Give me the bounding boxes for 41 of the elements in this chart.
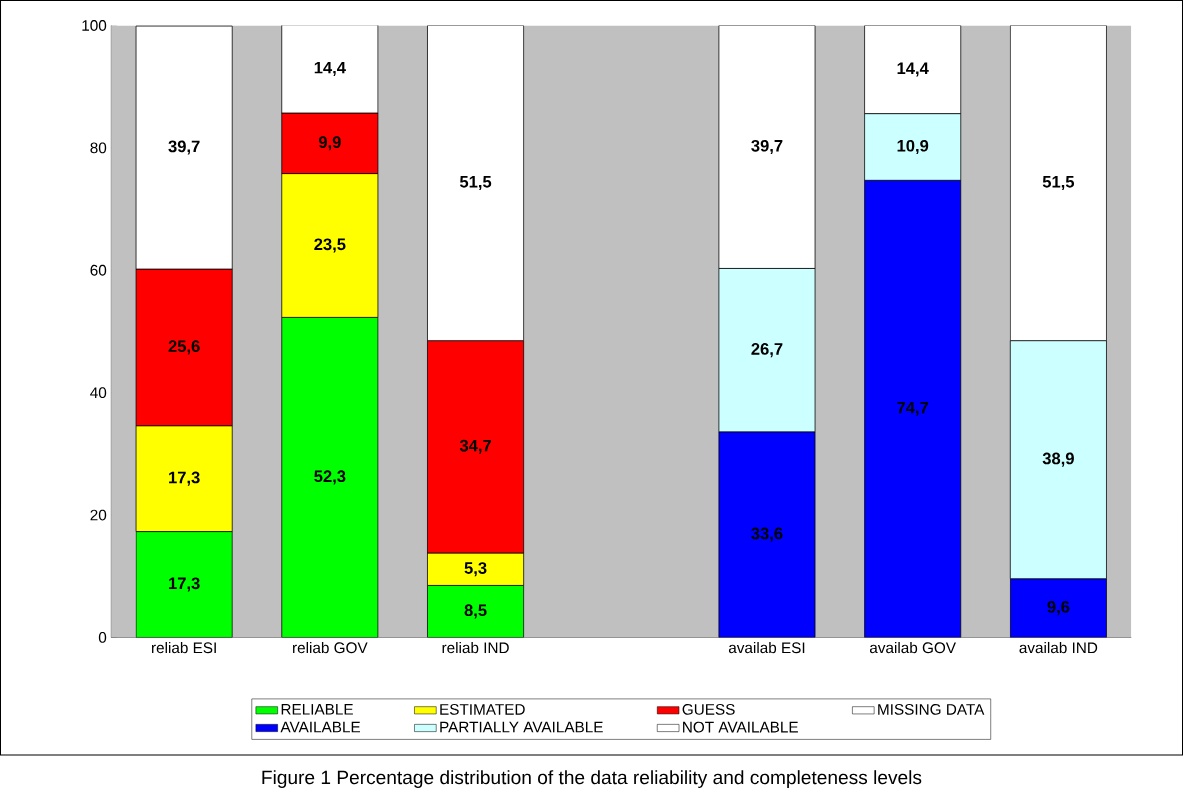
data-label: 34,7 [459,439,491,454]
data-label: 74,7 [897,401,929,416]
data-label: 51,5 [459,175,492,190]
x-tick-label: reliab GOV [293,641,368,654]
y-tick-label: 20 [90,509,107,521]
data-label: 14,4 [314,61,346,76]
y-tick-label: 80 [90,142,107,154]
data-label: 9,6 [1047,600,1070,616]
data-label: 39,7 [168,140,200,155]
data-label: 17,3 [169,471,200,486]
data-label: 38,9 [1042,452,1074,467]
legend-label: GUESS [682,703,735,715]
x-tick-label: reliab IND [442,641,509,654]
data-label: 39,7 [751,139,783,154]
legend-label: AVAILABLE [280,721,361,733]
y-tick-label: 100 [82,19,107,31]
data-label: 51,5 [1042,175,1075,190]
y-tick-label: 40 [90,387,107,398]
data-label: 14,4 [897,62,929,77]
caption: Figure 1 Percentage distribution of the data reliability and completeness levels [262,770,922,788]
data-label: 52,3 [314,470,346,485]
data-label: 26,7 [751,342,783,358]
x-tick-label: availab IND [1019,641,1098,654]
data-label: 25,6 [168,340,200,355]
legend-label: PARTIALLY AVAILABLE [440,721,603,733]
data-label: 23,5 [314,238,346,253]
legend-label: MISSING DATA [878,703,985,715]
x-tick-label: reliab ESI [152,641,216,654]
data-label: 5,3 [464,562,487,577]
data-label: 17,3 [169,577,200,592]
y-tick-label: 60 [90,264,107,276]
data-label: 10,9 [897,139,929,154]
data-label: 9,9 [318,136,341,151]
legend-label: NOT AVAILABLE [683,721,798,733]
x-tick-label: availab GOV [869,641,956,654]
legend-label: ESTIMATED [440,703,525,715]
legend-label: RELIABLE [281,703,353,715]
data-label: 33,6 [751,527,783,542]
x-tick-label: availab ESI [728,641,805,654]
y-tick-label: 0 [98,631,107,643]
data-label: 8,5 [464,604,487,619]
